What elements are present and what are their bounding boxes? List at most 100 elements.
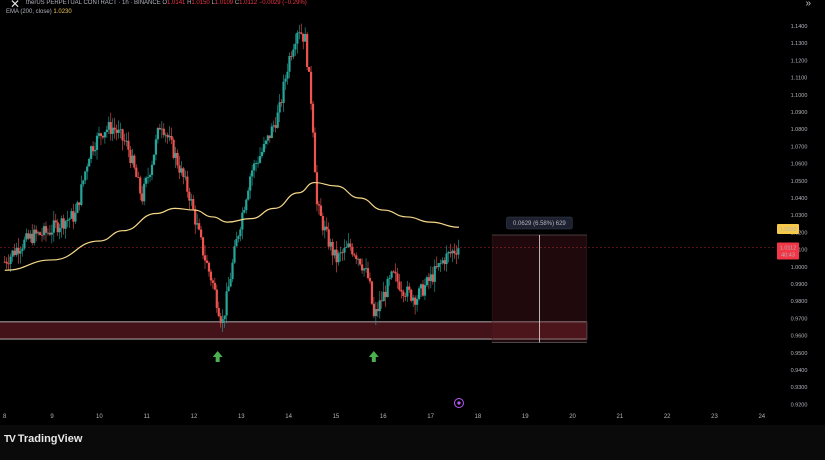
- candle: [123, 133, 126, 146]
- candle-body: [421, 284, 425, 296]
- candle: [117, 120, 120, 139]
- candle: [52, 210, 55, 242]
- candle-body: [205, 260, 209, 263]
- candle-body: [145, 177, 148, 184]
- candle: [80, 175, 83, 207]
- tradingview-logo[interactable]: TV TradingView: [4, 433, 82, 445]
- close-icon[interactable]: ✕: [10, 0, 21, 11]
- candle: [3, 255, 6, 263]
- candle: [237, 234, 240, 243]
- candle-body: [280, 102, 283, 104]
- candle-body: [298, 32, 301, 34]
- candle: [115, 124, 118, 141]
- candle: [17, 238, 20, 264]
- candle-body: [370, 281, 374, 304]
- candle: [329, 238, 332, 251]
- candle: [156, 126, 159, 144]
- candle: [48, 225, 51, 236]
- candle: [302, 33, 305, 50]
- price-axis-label: 0.9500: [791, 351, 808, 357]
- candle: [443, 257, 446, 271]
- candle-body: [282, 81, 285, 103]
- ohlc-header: therUS PERPETUAL CONTRACT · 1h · BINANCE…: [26, 0, 307, 6]
- candle-body: [270, 126, 273, 139]
- price-axis-label: 1.0400: [791, 196, 808, 202]
- candle: [166, 132, 169, 144]
- time-axis-label: 8: [3, 414, 7, 420]
- indicator-legend[interactable]: EMA (200, close) 1.0230: [6, 9, 72, 15]
- candle: [137, 171, 140, 178]
- price-axis-label: 1.1400: [791, 24, 808, 30]
- candle: [58, 223, 61, 240]
- candle-body: [93, 149, 97, 152]
- candle: [82, 179, 85, 188]
- candle-body: [376, 309, 379, 312]
- candle-body: [439, 262, 442, 264]
- candle-body: [29, 233, 32, 239]
- candle-body: [296, 32, 299, 44]
- candle: [331, 238, 334, 265]
- candle-body: [321, 215, 324, 231]
- candle-body: [366, 268, 370, 279]
- candle: [213, 277, 216, 291]
- candle: [254, 160, 258, 172]
- measure-tool-layer[interactable]: 0.0629 (6.58%) 629: [491, 216, 587, 343]
- candle: [372, 296, 375, 319]
- candle-body: [386, 279, 389, 298]
- candle-body: [251, 170, 254, 177]
- candle: [33, 224, 36, 246]
- candle: [150, 160, 154, 181]
- candle-body: [260, 151, 264, 157]
- candle: [27, 229, 30, 241]
- candle-body: [194, 209, 197, 225]
- candle-body: [441, 260, 444, 263]
- double-chevron-icon[interactable]: »: [805, 0, 811, 9]
- candle: [341, 249, 344, 262]
- replay-icon[interactable]: [453, 398, 464, 408]
- price-chart[interactable]: 0.0629 (6.58%) 629 1.14001.13001.12001.1…: [0, 0, 825, 425]
- candle: [370, 280, 374, 306]
- candle-body: [99, 133, 103, 136]
- candle-body: [266, 135, 269, 141]
- candle-body: [131, 155, 134, 163]
- candle-body: [125, 140, 128, 142]
- candle-body: [306, 34, 309, 67]
- candle: [133, 153, 136, 170]
- candle-body: [91, 146, 95, 152]
- price-axis-label: 1.1000: [791, 93, 808, 99]
- candle-body: [164, 134, 167, 136]
- candle: [260, 147, 264, 159]
- candle-body: [425, 277, 429, 286]
- candle: [321, 212, 324, 236]
- candle: [337, 251, 340, 266]
- candle-body: [5, 261, 8, 264]
- candle: [270, 123, 273, 139]
- candle: [111, 118, 114, 141]
- candle: [382, 281, 385, 302]
- candle: [21, 244, 24, 257]
- arrow-up-icon: [368, 351, 379, 363]
- candle: [431, 266, 434, 285]
- candle-body: [42, 226, 46, 236]
- candle: [266, 134, 269, 145]
- candle-body: [46, 232, 50, 234]
- candle-body: [3, 261, 6, 263]
- open-value: 1.0141: [167, 0, 186, 6]
- price-axis-label: 0.9700: [791, 316, 808, 322]
- candle-body: [247, 190, 250, 200]
- candle: [421, 279, 425, 297]
- candle-body: [368, 278, 372, 282]
- candle-body: [15, 247, 18, 256]
- candle: [268, 135, 271, 143]
- candle-body: [349, 243, 352, 247]
- candle: [11, 249, 14, 262]
- candle-body: [388, 277, 391, 280]
- candle: [243, 206, 246, 214]
- candle: [19, 246, 22, 264]
- indicator-value: 1.0230: [53, 9, 72, 15]
- candle: [327, 222, 330, 250]
- candle: [394, 263, 397, 282]
- candle-body: [239, 229, 242, 237]
- candle: [199, 226, 203, 240]
- candle-body: [66, 219, 69, 222]
